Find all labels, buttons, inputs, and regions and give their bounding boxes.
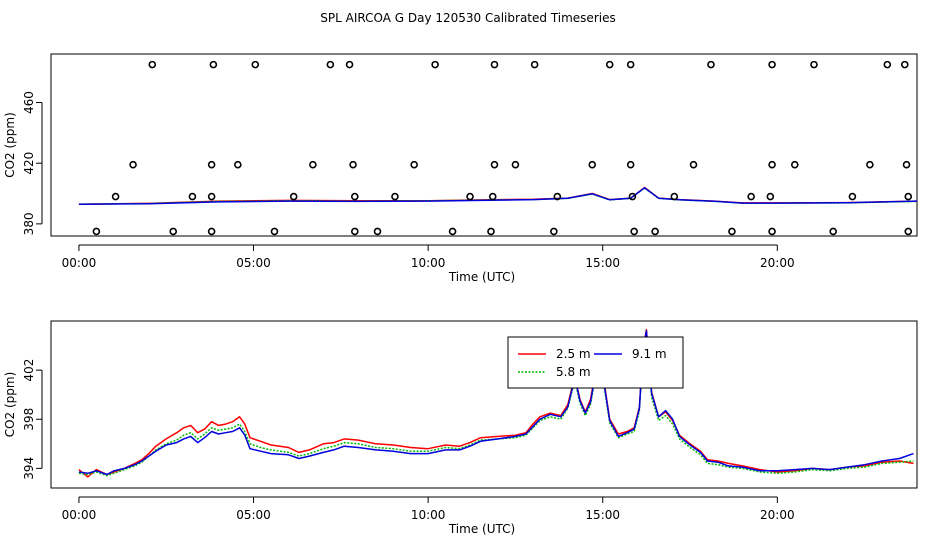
calibration-point <box>410 160 418 169</box>
x-tick-label: 15:00 <box>585 256 620 270</box>
legend-label: 2.5 m <box>556 347 591 361</box>
calibration-point <box>810 60 818 69</box>
legend: 2.5 m 5.8 m 9.1 m <box>507 336 684 389</box>
calibration-point <box>768 160 776 169</box>
calibration-point <box>747 192 755 201</box>
calibration-point <box>349 160 357 169</box>
calibration-point <box>670 192 679 201</box>
x-axis-label: Time (UTC) <box>448 522 515 536</box>
x-axis-label: Time (UTC) <box>448 270 515 284</box>
x-tick-label: 20:00 <box>760 508 795 522</box>
calibration-point <box>207 227 216 236</box>
calibration-point <box>488 192 497 201</box>
calibration-point <box>289 192 298 201</box>
y-tick-label: 380 <box>22 212 36 235</box>
calibration-point <box>848 192 857 201</box>
calibration-point <box>350 192 359 201</box>
y-tick-label: 420 <box>22 152 36 175</box>
calibration-point <box>588 160 597 169</box>
calibration-point <box>391 192 399 201</box>
series-group <box>78 328 914 478</box>
y-axis-label: CO2 (ppm) <box>3 112 17 178</box>
calibration-point <box>373 227 382 236</box>
calibration-point <box>209 60 218 69</box>
x-tick-label: 10:00 <box>411 256 446 270</box>
calibration-point <box>169 227 178 236</box>
calibration-point <box>605 60 614 69</box>
calibration-point <box>490 60 499 69</box>
y-tick-label: 394 <box>22 457 36 480</box>
calibration-point <box>829 227 837 236</box>
calibration-point <box>148 60 157 69</box>
calibration-point <box>626 60 635 69</box>
series-line-5-8-m <box>78 333 914 477</box>
y-axis-label: CO2 (ppm) <box>3 372 17 438</box>
series-line-9-1-m <box>78 330 914 476</box>
x-tick-label: 10:00 <box>411 508 446 522</box>
series-line-9-1-m <box>78 187 917 205</box>
calibration-point <box>487 227 495 236</box>
calibration-point <box>768 60 776 69</box>
calibration-point <box>270 227 279 236</box>
calibration-point <box>345 60 354 69</box>
x-tick-label: 05:00 <box>236 256 271 270</box>
calibration-point <box>626 160 635 169</box>
calibration-point <box>904 192 913 201</box>
x-tick-label: 05:00 <box>236 508 271 522</box>
x-tick-label: 20:00 <box>760 256 795 270</box>
calibration-point <box>511 160 520 169</box>
plot-frame <box>50 320 918 489</box>
figure-title: SPL AIRCOA G Day 120530 Calibrated Times… <box>320 11 615 25</box>
y-tick-label: 402 <box>22 359 36 382</box>
calibration-point <box>188 192 197 201</box>
legend-label: 5.8 m <box>556 365 591 379</box>
calibration-point <box>651 227 659 236</box>
calibration-point <box>883 60 892 69</box>
x-tick-label: 00:00 <box>62 508 97 522</box>
calibration-point <box>251 60 260 69</box>
calibration-point <box>350 227 359 236</box>
calibration-point <box>92 227 101 236</box>
calibration-point <box>530 60 539 69</box>
y-tick-label: 460 <box>22 91 36 114</box>
calibration-point <box>553 192 562 201</box>
calibration-point <box>902 160 911 169</box>
calibration-point <box>207 160 216 169</box>
x-tick-label: 15:00 <box>585 508 620 522</box>
plot-frame <box>50 53 918 237</box>
y-tick-label: 398 <box>22 408 36 431</box>
calibration-point <box>900 60 909 69</box>
calibration-point <box>490 160 499 169</box>
calibration-point <box>790 160 799 169</box>
x-tick-label: 00:00 <box>62 256 97 270</box>
calibration-point <box>630 227 638 236</box>
calibration-point <box>431 60 439 69</box>
calibration-point <box>766 192 775 201</box>
calibration-point <box>326 60 335 69</box>
legend-label: 9.1 m <box>632 347 667 361</box>
series-group <box>78 186 917 205</box>
series-line-2-5-m <box>78 328 914 478</box>
calibration-point <box>448 227 457 236</box>
calibration-point <box>689 160 698 169</box>
calibration-point <box>234 160 242 169</box>
calibration-point <box>728 227 736 236</box>
calibration-point <box>628 192 637 201</box>
legend-box <box>507 336 684 389</box>
calibration-point <box>111 192 120 201</box>
calibration-point <box>904 227 913 236</box>
calibration-point <box>207 192 216 201</box>
calibration-point <box>129 160 137 169</box>
calibration-point <box>707 60 715 69</box>
calibration-point <box>866 160 874 169</box>
calibration-point <box>768 227 776 236</box>
calibrated-scatter-panel: 00:00 05:00 10:00 15:00 20:00 Time (UTC) 380 42… <box>3 53 918 284</box>
calibration-point <box>550 227 558 236</box>
calibration-point <box>466 192 474 201</box>
co2-timeseries-panel: 00:00 05:00 10:00 15:00 20:00 Time (UTC) 394 39… <box>3 320 918 536</box>
calibration-point <box>309 160 317 169</box>
